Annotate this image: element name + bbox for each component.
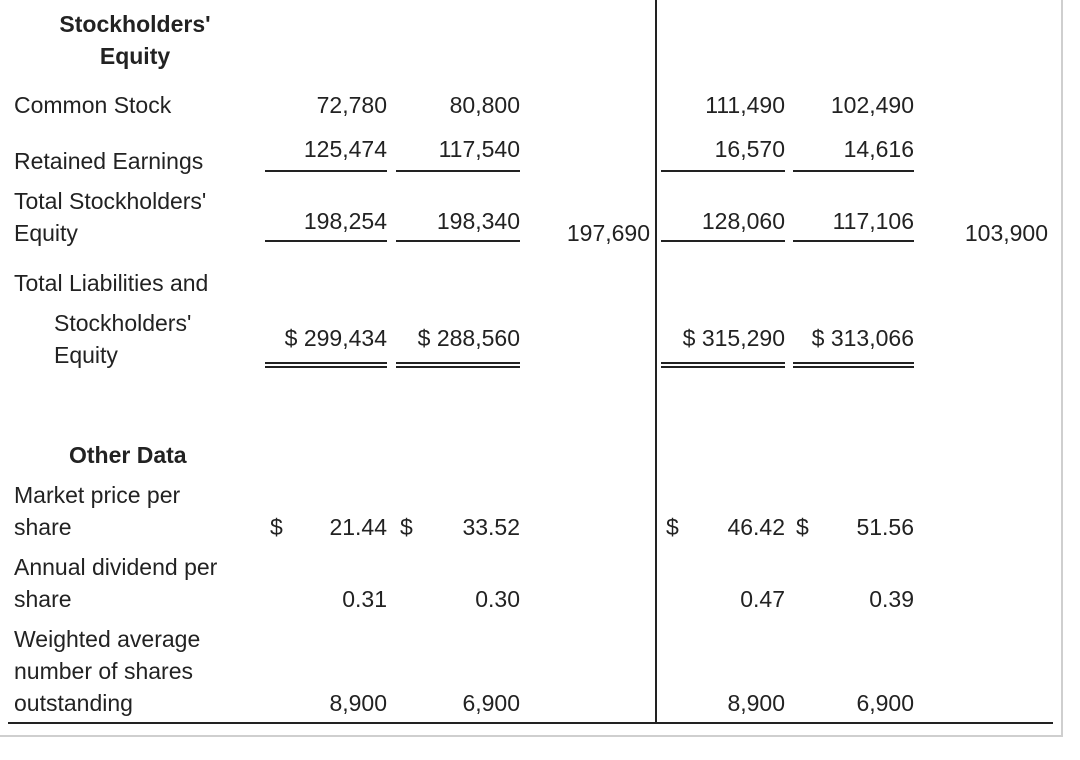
- double-underline-a2: [396, 362, 520, 368]
- underline-a2: [396, 170, 520, 172]
- underline-total-a1: [265, 240, 387, 242]
- cell-market-dollar-a2: $: [400, 514, 413, 540]
- cell-total-equity-a2: 198,340: [436, 208, 520, 234]
- row-label-market-price-line1: Market price per: [14, 482, 181, 508]
- cell-total-liab-b1: $ 315,290: [682, 325, 785, 351]
- cell-total-equity-b3: 103,900: [964, 220, 1048, 246]
- underline-b2: [793, 170, 914, 172]
- cell-shares-b1: 8,900: [727, 690, 785, 716]
- section-heading-equity-line1: Stockholders': [59, 11, 211, 37]
- cell-retained-b2: 14,616: [843, 136, 914, 162]
- row-label-total-equity-line1: Total Stockholders': [14, 188, 207, 214]
- row-label-market-price-line2: share: [14, 514, 72, 540]
- cell-shares-a1: 8,900: [329, 690, 387, 716]
- cell-dividend-b1: 0.47: [740, 586, 785, 612]
- cell-market-b2: 51.56: [856, 514, 914, 540]
- cell-shares-b2: 6,900: [856, 690, 914, 716]
- double-underline-b1: [661, 362, 785, 368]
- row-label-shares-line3: outstanding: [14, 690, 133, 716]
- row-label-dividend-line2: share: [14, 586, 72, 612]
- cell-retained-a1: 125,474: [303, 136, 387, 162]
- row-label-common-stock: Common Stock: [14, 92, 172, 118]
- row-label-shares-line1: Weighted average: [14, 626, 201, 652]
- row-label-total-liab-line3: Equity: [54, 342, 118, 368]
- row-label-total-liab-line1: Total Liabilities and: [14, 270, 209, 296]
- column-divider: [655, 0, 657, 724]
- cell-total-liab-a1: $ 299,434: [284, 325, 387, 351]
- double-underline-a1: [265, 362, 387, 368]
- cell-common-stock-b2: 102,490: [830, 92, 914, 118]
- cell-common-stock-a2: 80,800: [449, 92, 520, 118]
- cell-market-a2: 33.52: [462, 514, 520, 540]
- row-label-shares-line2: number of shares: [14, 658, 193, 684]
- cell-market-dollar-b1: $: [666, 514, 679, 540]
- cell-total-liab-a2: $ 288,560: [417, 325, 520, 351]
- cell-total-equity-a3: 197,690: [566, 220, 650, 246]
- double-underline-b2: [793, 362, 914, 368]
- row-label-dividend-line1: Annual dividend per: [14, 554, 218, 580]
- table-frame: [0, 0, 1063, 737]
- cell-dividend-a1: 0.31: [342, 586, 387, 612]
- cell-market-b1: 46.42: [727, 514, 785, 540]
- section-heading-other-data: Other Data: [69, 442, 187, 468]
- underline-total-a2: [396, 240, 520, 242]
- row-label-total-equity-line2: Equity: [14, 220, 78, 246]
- cell-common-stock-a1: 72,780: [316, 92, 387, 118]
- cell-market-dollar-a1: $: [270, 514, 283, 540]
- table-bottom-rule: [8, 722, 1053, 724]
- cell-retained-a2: 117,540: [438, 136, 520, 162]
- cell-market-dollar-b2: $: [796, 514, 809, 540]
- cell-total-equity-b2: 117,106: [832, 208, 914, 234]
- cell-total-equity-a1: 198,254: [303, 208, 387, 234]
- underline-total-b2: [793, 240, 914, 242]
- section-heading-equity-line2: Equity: [99, 43, 171, 69]
- row-label-total-liab-line2: Stockholders': [54, 310, 192, 336]
- cell-retained-b1: 16,570: [714, 136, 785, 162]
- cell-dividend-b2: 0.39: [869, 586, 914, 612]
- cell-total-equity-b1: 128,060: [701, 208, 785, 234]
- cell-total-liab-b2: $ 313,066: [811, 325, 914, 351]
- underline-b1: [661, 170, 785, 172]
- underline-a1: [265, 170, 387, 172]
- cell-market-a1: 21.44: [329, 514, 387, 540]
- cell-common-stock-b1: 111,490: [705, 92, 785, 118]
- row-label-retained-earnings: Retained Earnings: [14, 148, 204, 174]
- cell-shares-a2: 6,900: [462, 690, 520, 716]
- cell-dividend-a2: 0.30: [475, 586, 520, 612]
- underline-total-b1: [661, 240, 785, 242]
